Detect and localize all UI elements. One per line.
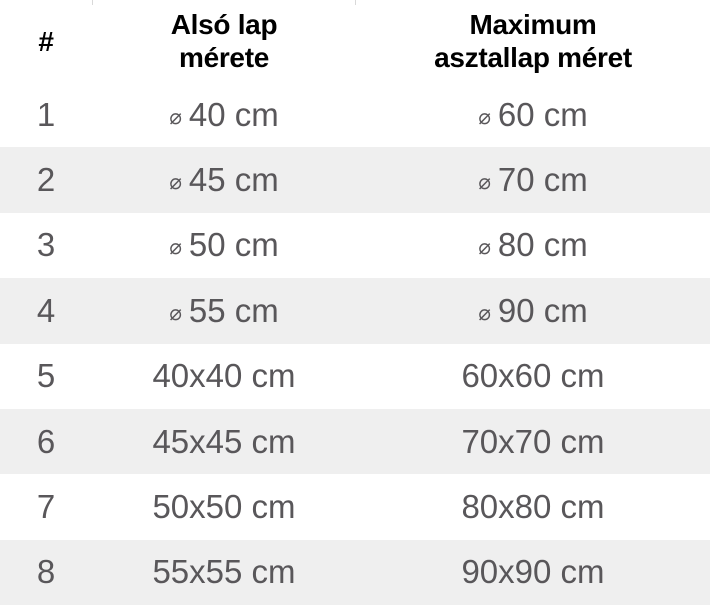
diameter-icon: ⌀ — [169, 104, 182, 129]
col-header-base-size-line2: mérete — [178, 42, 270, 73]
max-size-value: 80 cm — [497, 226, 588, 264]
row-number: 6 — [36, 422, 56, 460]
row-number: 2 — [36, 161, 56, 199]
max-size-cell: 60x60 cm — [356, 344, 710, 409]
base-size-cell: ⌀ 55 cm — [92, 278, 356, 343]
max-size-value: 90x90 cm — [461, 553, 605, 591]
diameter-icon: ⌀ — [478, 300, 491, 325]
row-number: 7 — [36, 488, 56, 526]
base-size-value: 40 cm — [188, 95, 279, 133]
table-row: 4 ⌀ 55 cm ⌀ 90 cm — [0, 278, 710, 344]
column-divider-stub — [355, 0, 356, 5]
row-number: 4 — [36, 291, 56, 329]
diameter-icon: ⌀ — [169, 235, 182, 260]
base-size-cell: ⌀ 45 cm — [92, 147, 356, 212]
column-divider-stub — [92, 0, 93, 5]
base-size-value: 50x50 cm — [152, 488, 296, 526]
diameter-icon: ⌀ — [169, 170, 182, 195]
table-body: 1 ⌀ 40 cm ⌀ 60 cm 2 ⌀ 45 cm ⌀ 70 cm 3 ⌀ 50 cm… — [0, 82, 710, 605]
max-size-cell: 70x70 cm — [356, 409, 710, 474]
col-header-max-size: Maximum asztallap méret — [356, 0, 710, 82]
base-size-cell: 55x55 cm — [92, 540, 356, 605]
row-number: 8 — [36, 553, 56, 591]
max-size-cell: ⌀ 70 cm — [356, 147, 710, 212]
max-size-cell: 90x90 cm — [356, 540, 710, 605]
max-size-value: 80x80 cm — [461, 488, 605, 526]
diameter-icon: ⌀ — [169, 300, 182, 325]
max-size-cell: ⌀ 80 cm — [356, 213, 710, 278]
base-size-cell: 45x45 cm — [92, 409, 356, 474]
diameter-icon: ⌀ — [478, 235, 491, 260]
col-header-max-size-line2: asztallap méret — [434, 42, 632, 73]
max-size-value: 60 cm — [497, 95, 588, 133]
row-number: 5 — [36, 357, 56, 395]
row-number: 3 — [36, 226, 56, 264]
max-size-value: 90 cm — [497, 291, 588, 329]
max-size-value: 70 cm — [497, 161, 588, 199]
base-size-value: 45x45 cm — [152, 422, 296, 460]
max-size-cell: ⌀ 90 cm — [356, 278, 710, 343]
table-row: 7 50x50 cm 80x80 cm — [0, 474, 710, 539]
base-size-cell: ⌀ 40 cm — [92, 82, 356, 147]
header-row: # Alsó lap mérete Maximum asztallap mére… — [0, 0, 710, 82]
col-header-base-size-line1: Alsó lap — [170, 9, 278, 40]
max-size-value: 70x70 cm — [461, 422, 605, 460]
max-size-cell: 80x80 cm — [356, 474, 710, 539]
base-size-cell: ⌀ 50 cm — [92, 213, 356, 278]
table-row: 1 ⌀ 40 cm ⌀ 60 cm — [0, 82, 710, 147]
col-header-max-size-line1: Maximum — [469, 9, 597, 40]
base-size-value: 50 cm — [188, 226, 279, 264]
col-header-base-size: Alsó lap mérete — [92, 0, 356, 82]
table-row: 6 45x45 cm 70x70 cm — [0, 408, 710, 475]
max-size-cell: ⌀ 60 cm — [356, 82, 710, 147]
base-size-value: 55x55 cm — [152, 553, 296, 591]
base-size-value: 40x40 cm — [152, 357, 296, 395]
table-row: 2 ⌀ 45 cm ⌀ 70 cm — [0, 147, 710, 213]
diameter-icon: ⌀ — [478, 104, 491, 129]
diameter-icon: ⌀ — [478, 170, 491, 195]
base-size-cell: 50x50 cm — [92, 474, 356, 539]
table-row: 8 55x55 cm 90x90 cm — [0, 539, 710, 605]
table-header: # Alsó lap mérete Maximum asztallap mére… — [0, 0, 710, 82]
col-header-number: # — [0, 0, 92, 82]
col-header-number-label: # — [38, 25, 54, 57]
row-number: 1 — [36, 95, 56, 133]
base-size-cell: 40x40 cm — [92, 344, 356, 409]
table-row: 5 40x40 cm 60x60 cm — [0, 344, 710, 409]
max-size-value: 60x60 cm — [461, 357, 605, 395]
base-size-value: 55 cm — [188, 291, 279, 329]
table-row: 3 ⌀ 50 cm ⌀ 80 cm — [0, 213, 710, 278]
base-size-value: 45 cm — [188, 161, 279, 199]
